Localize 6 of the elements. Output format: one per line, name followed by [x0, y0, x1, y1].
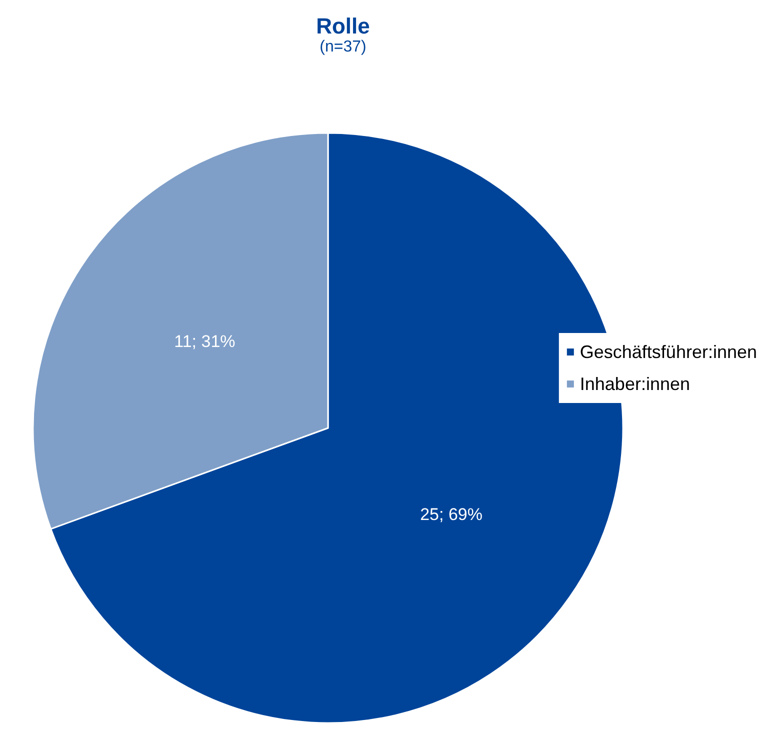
legend-label: Geschäftsführer:innen	[580, 342, 758, 362]
data-label: 25; 69%	[420, 504, 482, 524]
chart-title: Rolle	[316, 14, 370, 38]
data-label: 11; 31%	[174, 332, 236, 352]
chart-subtitle: (n=37)	[320, 38, 366, 56]
legend-label: Inhaber:innen	[580, 374, 690, 394]
